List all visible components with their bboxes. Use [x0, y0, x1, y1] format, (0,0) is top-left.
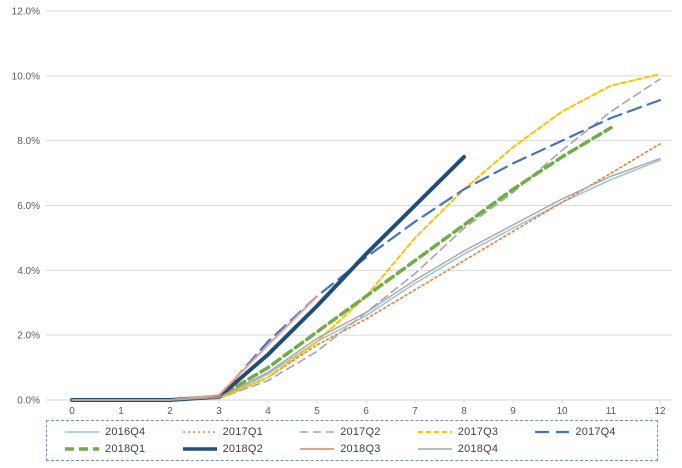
x-axis-tick-label: 0 [69, 406, 75, 417]
y-axis-tick-label: 2.0% [17, 331, 40, 342]
legend-item-2018Q2: 2018Q2 [182, 443, 301, 456]
x-axis-tick-label: 9 [510, 406, 516, 417]
legend-label: 2017Q2 [340, 425, 381, 438]
legend-item-2018Q4: 2018Q4 [417, 443, 536, 456]
legend-label: 2018Q4 [457, 443, 499, 456]
x-axis-tick-label: 5 [314, 406, 320, 417]
chart-legend: 2016Q4 2017Q1 2017Q2 2017Q3 2017Q4 2018Q1 2018… [46, 420, 658, 461]
y-axis-tick-label: 6.0% [17, 201, 40, 212]
legend-swatch-long-dash-line [535, 430, 570, 433]
legend-swatch-solid-line [300, 448, 335, 451]
y-axis-tick-label: 0.0% [17, 396, 40, 407]
legend-swatch-dash-line [300, 430, 335, 433]
series-line-2018Q1 [70, 125, 613, 402]
legend-swatch-solid-line [65, 430, 99, 433]
x-axis-tick-label: 8 [461, 406, 467, 417]
legend-swatch-solid-line [417, 448, 452, 450]
legend-item-2017Q1: 2017Q1 [182, 425, 301, 438]
legend-label: 2017Q4 [575, 425, 616, 438]
legend-label: 2018Q2 [222, 443, 263, 456]
x-axis-tick-label: 1 [118, 406, 124, 417]
series-line-2017Q2 [71, 78, 661, 401]
series-line-2017Q1 [71, 143, 661, 401]
x-axis-tick-label: 12 [654, 406, 666, 417]
legend-item-2018Q1: 2018Q1 [65, 443, 183, 455]
y-axis-tick-label: 10.0% [12, 71, 40, 82]
series-line-2016Q4 [71, 159, 661, 401]
legend-label: 2016Q4 [105, 425, 146, 438]
y-axis-tick-label: 12.0% [12, 7, 40, 18]
legend-swatch-thick-dash-line [65, 447, 99, 451]
legend-item-2018Q3: 2018Q3 [300, 443, 418, 455]
series-line-2018Q3 [71, 295, 318, 401]
x-axis-tick-label: 10 [556, 406, 568, 417]
plot-area: 0.0%2.0%4.0%6.0%8.0%10.0%12.0%0 1 2 3 4 5 6 7 8 9… [12, 7, 672, 417]
series-line-2017Q3 [71, 73, 661, 401]
legend-label: 2017Q3 [457, 425, 499, 438]
legend-label: 2018Q3 [340, 443, 381, 456]
series-line-2018Q2 [70, 154, 466, 402]
y-axis-tick-label: 4.0% [17, 266, 40, 277]
legend-label: 2017Q1 [222, 425, 263, 438]
x-axis-tick-label: 4 [265, 406, 271, 417]
legend-label: 2018Q1 [105, 443, 146, 456]
x-axis-tick-label: 3 [216, 406, 222, 417]
x-axis-tick-label: 6 [363, 406, 369, 417]
legend-swatch-dotted-line [182, 430, 217, 433]
x-axis-tick-label: 7 [412, 406, 418, 417]
legend-item-2017Q4: 2017Q4 [535, 426, 653, 438]
x-axis-tick-label: 11 [606, 406, 617, 417]
y-axis-tick-label: 8.0% [17, 136, 40, 147]
series-line-2017Q4 [70, 99, 662, 402]
legend-item-2017Q3: 2017Q3 [417, 425, 536, 438]
legend-item-2016Q4: 2016Q4 [65, 426, 183, 438]
legend-item-2017Q2: 2017Q2 [300, 426, 418, 438]
series-line-2018Q4 [71, 157, 661, 401]
legend-swatch-solid-line [182, 447, 217, 451]
legend-swatch-short-dash-line [417, 430, 452, 433]
x-axis-tick-label: 2 [167, 406, 173, 417]
